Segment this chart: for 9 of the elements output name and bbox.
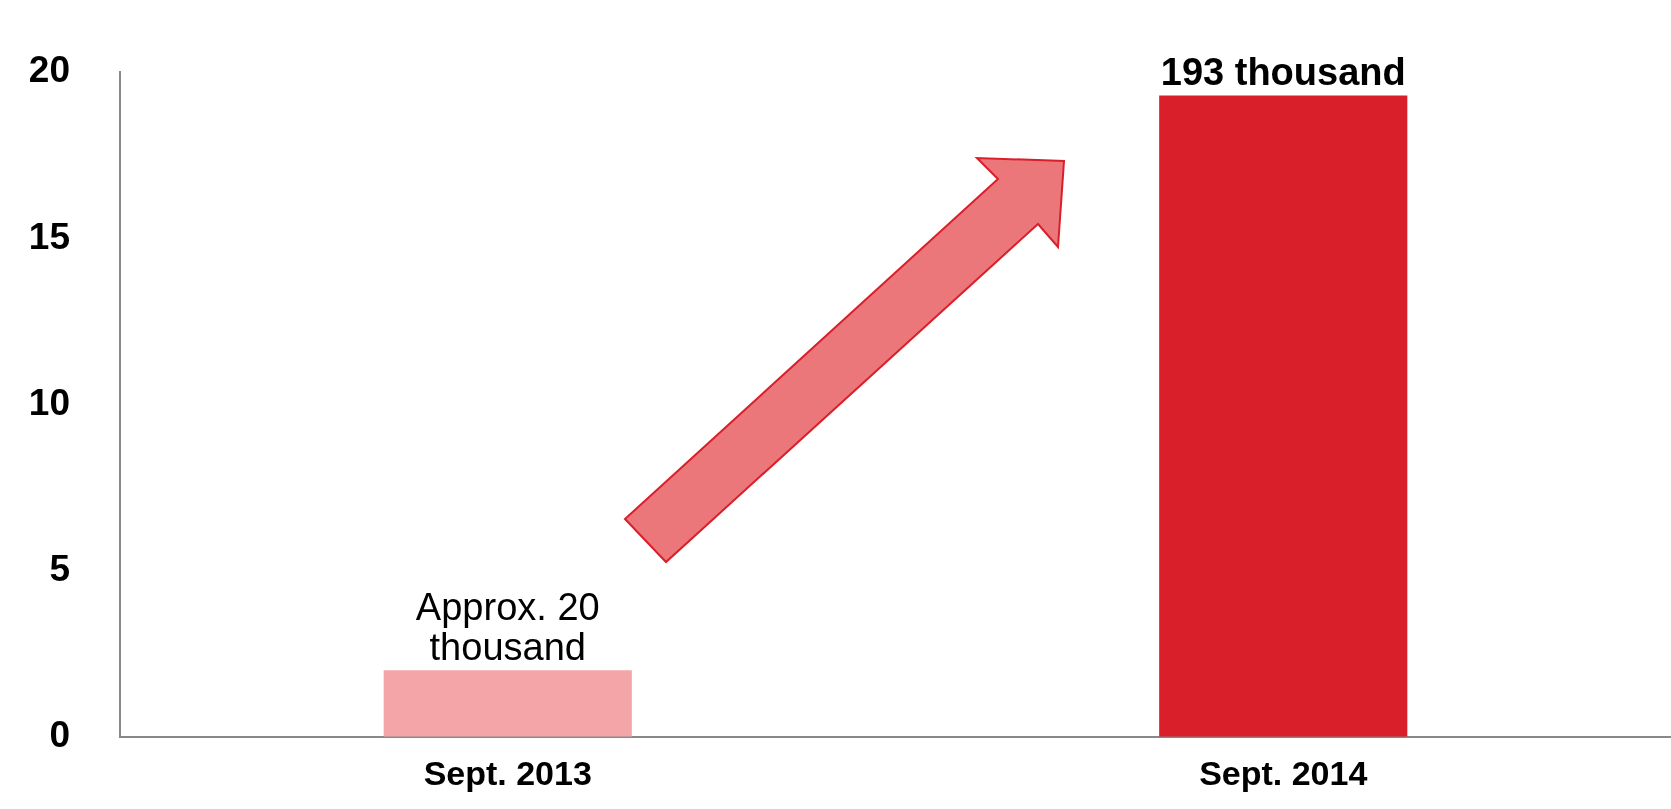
annotation: 193 thousand <box>1160 51 1406 94</box>
x-tick-label: Sept. 2014 <box>1199 753 1368 792</box>
y-tick-label: 0 <box>49 714 70 755</box>
y-tick-label: 20 <box>28 49 70 91</box>
y-tick-label: 5 <box>49 547 70 589</box>
y-tick-label: 10 <box>28 381 70 423</box>
annotation: Approx. 20 thousand <box>415 586 600 669</box>
x-tick-label: Sept. 2013 <box>423 753 592 792</box>
y-tick-label: 15 <box>28 215 70 257</box>
